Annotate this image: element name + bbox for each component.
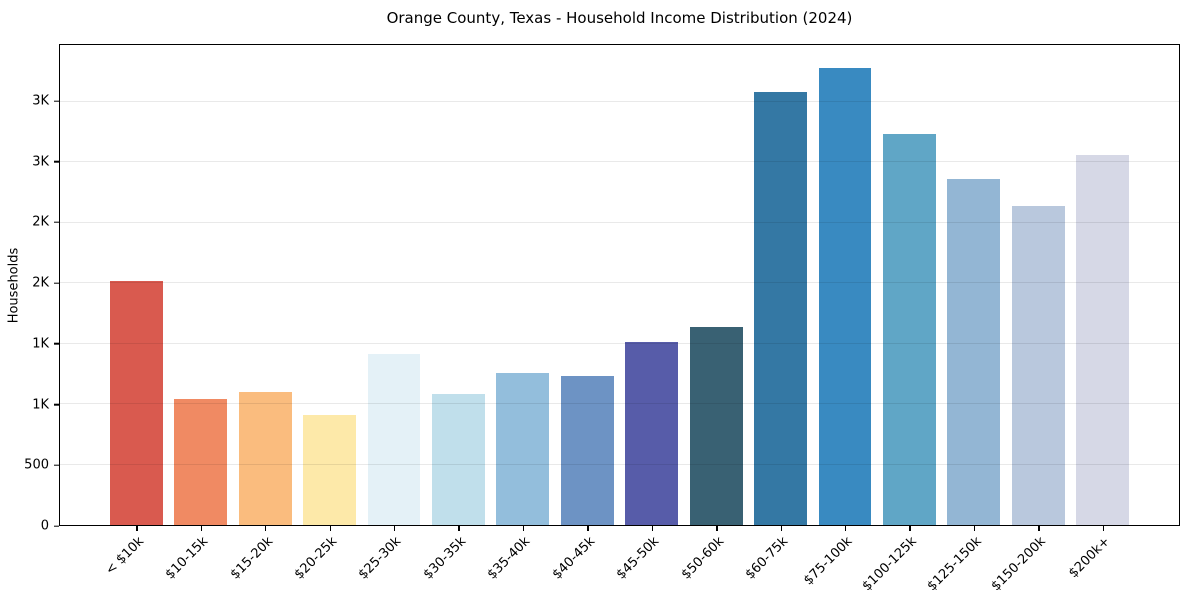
x-tick-mark [1102, 526, 1105, 531]
bar [818, 67, 872, 525]
x-tick-label: $40-45k [549, 534, 598, 583]
x-tick-label: < $10k [102, 534, 147, 579]
bar [303, 414, 356, 525]
bar-slot: < $10k [103, 45, 168, 578]
x-tick-label: $10-15k [162, 534, 212, 583]
x-tick-mark [200, 526, 203, 531]
x-tick-mark [909, 526, 911, 531]
bar-slot: $25-30k [356, 45, 426, 582]
x-tick-mark [1038, 526, 1040, 531]
bar [560, 376, 614, 525]
bar [1076, 154, 1130, 525]
bar-slot: $100-125k [860, 45, 941, 590]
x-tick-mark [716, 526, 718, 531]
y-tick-label: 1K [32, 397, 49, 413]
bar [625, 342, 679, 525]
x-tick-mark [780, 526, 782, 531]
bar [883, 134, 936, 525]
x-tick-label: $60-75k [742, 534, 792, 583]
x-tick-mark [393, 526, 396, 531]
plot-area: < $10k $10-15k $15-20k $20-25k $25-30k $30-35… [59, 44, 1180, 590]
y-tick-label: 2K [32, 214, 49, 230]
y-tick-label: 1K [32, 336, 49, 352]
bar [431, 394, 485, 525]
y-tick-label: 0 [40, 518, 49, 534]
x-tick-label: $75-100k [801, 534, 856, 589]
x-tick-label: $30-35k [420, 534, 470, 583]
bar-slot: $60-75k [743, 45, 812, 582]
bar [947, 179, 1001, 525]
x-tick-label: $200k+ [1066, 534, 1114, 582]
bar [238, 391, 292, 525]
bar-slot: $20-25k [292, 45, 361, 582]
bar [1011, 205, 1065, 525]
bars-container: < $10k $10-15k $15-20k $20-25k $25-30k $30-35… [60, 45, 1179, 590]
x-tick-mark [587, 526, 589, 531]
y-axis-label: Households [6, 247, 22, 324]
x-tick-mark [845, 526, 847, 531]
x-tick-mark [522, 526, 525, 531]
chart-title: Orange County, Texas - Household Income … [386, 9, 853, 27]
x-tick-label: $25-30k [356, 534, 405, 583]
bar-slot: $50-60k [678, 45, 748, 582]
y-tick-label: 2K [32, 275, 49, 291]
bar-slot: $200k+ [1066, 45, 1135, 581]
x-tick-mark [329, 526, 331, 531]
x-tick-label: $125-150k [924, 534, 985, 590]
bar-slot: $125-150k [924, 45, 1006, 590]
y-tick-label: 3K [32, 93, 49, 109]
x-tick-mark [458, 526, 460, 531]
x-tick-mark [973, 526, 976, 531]
bar [689, 326, 743, 525]
bar-slot: $15-20k [227, 45, 297, 582]
bar-slot: $75-100k [801, 45, 877, 588]
x-tick-label: $50-60k [678, 534, 727, 583]
x-tick-label: $100-125k [859, 534, 921, 590]
bar [367, 354, 421, 525]
y-tick-label: 500 [24, 457, 49, 473]
x-tick-mark [265, 526, 267, 531]
bar-slot: $30-35k [421, 45, 490, 582]
x-tick-label: $45-50k [613, 534, 663, 583]
bar [754, 92, 807, 525]
x-tick-mark [136, 526, 138, 531]
bar [109, 280, 163, 525]
bar [174, 399, 228, 525]
x-tick-mark [651, 526, 654, 531]
bar [496, 372, 550, 525]
x-tick-label: $20-25k [291, 534, 341, 583]
x-tick-label: $35-40k [484, 534, 534, 583]
x-tick-label: $15-20k [227, 534, 276, 583]
x-tick-label: $150-200k [988, 534, 1049, 590]
bar-slot: $45-50k [614, 45, 684, 582]
bar-slot: $40-45k [549, 45, 619, 582]
bar-slot: $10-15k [163, 45, 232, 582]
bar-slot: $35-40k [485, 45, 555, 582]
y-tick-label: 3K [32, 154, 49, 170]
bar-slot: $150-200k [989, 45, 1070, 590]
